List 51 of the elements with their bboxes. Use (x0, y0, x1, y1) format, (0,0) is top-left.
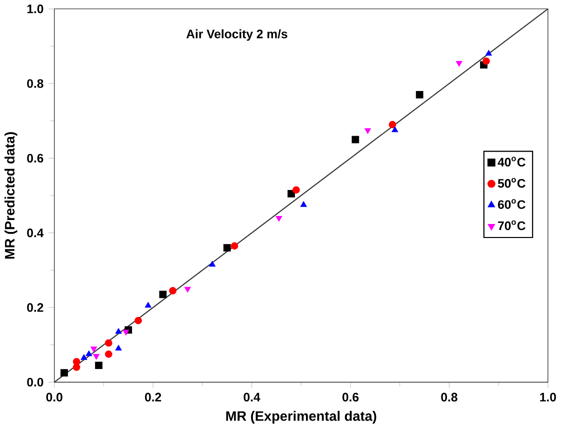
y-tick-label: 0.8 (27, 79, 44, 88)
legend-label: 70$^{o}$C (498, 220, 526, 230)
y-axis-title: MR (Predicted data) (4, 132, 18, 259)
point (93, 354, 100, 360)
point (60, 369, 68, 376)
legend-label: 50$^{o}$C (498, 178, 526, 188)
point (223, 244, 231, 252)
point (115, 344, 122, 350)
point (169, 286, 176, 294)
y-tick-label: 0.0 (27, 378, 44, 386)
x-tick-label: 1.0 (540, 392, 556, 402)
point (209, 260, 216, 267)
legend-label: 40$^{o}$C (498, 156, 526, 166)
point (288, 190, 295, 198)
x-tick-label: 0.2 (145, 392, 162, 402)
point (184, 286, 191, 292)
point (364, 128, 371, 134)
point (159, 290, 167, 298)
point (230, 242, 238, 250)
point (392, 126, 398, 132)
x-tick-label: 0.6 (342, 392, 359, 402)
point (456, 60, 462, 67)
point (485, 50, 492, 56)
point (482, 57, 490, 65)
point (104, 350, 112, 358)
x-axis-title: MR (Experimental data) (226, 410, 376, 424)
legend-label: 60$^{o}$C (498, 199, 526, 209)
point (115, 328, 122, 334)
y-tick-label: 0.6 (27, 154, 44, 162)
y-tick-label: 0.2 (27, 303, 44, 312)
point (134, 316, 142, 324)
point (292, 186, 300, 194)
point (72, 358, 80, 366)
point (95, 362, 102, 369)
point (352, 136, 360, 144)
point (388, 120, 396, 128)
annotation: Air Velocity 2 m/s (186, 29, 288, 41)
point (276, 216, 282, 222)
point (80, 354, 88, 360)
point (104, 339, 112, 347)
x-tick-label: 0.8 (441, 392, 458, 402)
x-tick-label: 0.0 (46, 392, 62, 402)
point (122, 330, 130, 336)
x-tick-label: 0.4 (244, 392, 260, 402)
point (144, 302, 152, 308)
y-tick-label: 0.4 (27, 228, 44, 238)
point (90, 346, 98, 352)
point (86, 350, 92, 356)
point (416, 90, 424, 98)
y-tick-label: 1.0 (27, 4, 44, 14)
point (300, 201, 307, 207)
